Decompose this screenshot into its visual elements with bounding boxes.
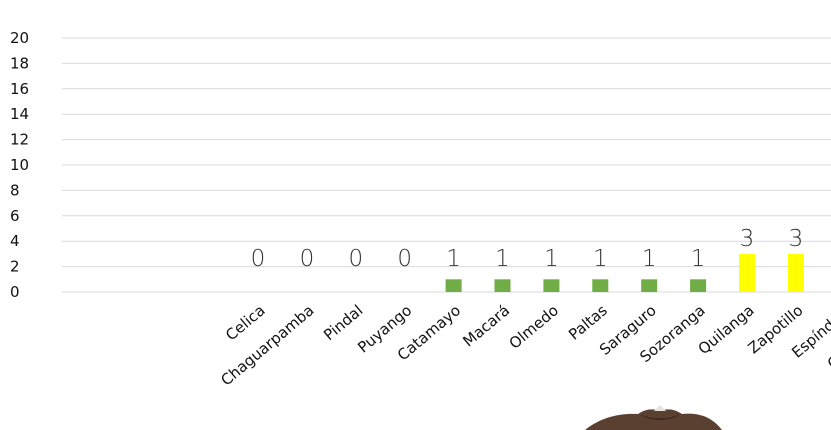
data-label: 1: [593, 246, 608, 272]
eagle-emblem-icon: [585, 405, 722, 430]
y-tick-label: 20: [10, 29, 29, 47]
grid-lines: [62, 37, 831, 293]
data-label: 1: [495, 246, 510, 272]
bar: [445, 279, 462, 292]
bar: [494, 279, 511, 292]
data-label: 1: [446, 246, 461, 272]
y-tick-label: 14: [10, 105, 29, 123]
y-tick-label: 18: [10, 54, 29, 72]
y-tick-label: 10: [10, 156, 29, 174]
data-label: 1: [544, 246, 559, 272]
data-labels: 00001111113344519: [251, 226, 804, 272]
y-tick-label: 16: [10, 80, 29, 98]
data-label: 0: [251, 246, 266, 272]
y-tick-label: 12: [10, 131, 29, 149]
data-label: 0: [397, 246, 412, 272]
bar: [641, 279, 658, 292]
bars: [445, 253, 804, 292]
bar: [739, 253, 755, 292]
data-label: 1: [691, 246, 706, 272]
bar: [592, 279, 609, 292]
y-tick-label: 2: [10, 258, 20, 276]
data-label: 3: [789, 226, 804, 252]
bar: [787, 253, 804, 292]
y-tick-label: 4: [10, 232, 20, 250]
category-label: Macará: [459, 301, 513, 350]
y-axis-tick-labels: 0 2 4 6 8 10 12 14 16 18 20: [10, 29, 29, 301]
y-tick-label: 8: [10, 181, 20, 199]
y-tick-label: 6: [10, 207, 20, 225]
data-label: 0: [348, 246, 363, 272]
data-label: 3: [740, 226, 755, 252]
y-tick-label: 0: [10, 283, 20, 301]
data-label: 0: [300, 246, 315, 272]
category-label: Olmedo: [506, 301, 562, 352]
bar: [543, 279, 560, 292]
bar: [690, 279, 707, 292]
data-label: 1: [642, 246, 657, 272]
